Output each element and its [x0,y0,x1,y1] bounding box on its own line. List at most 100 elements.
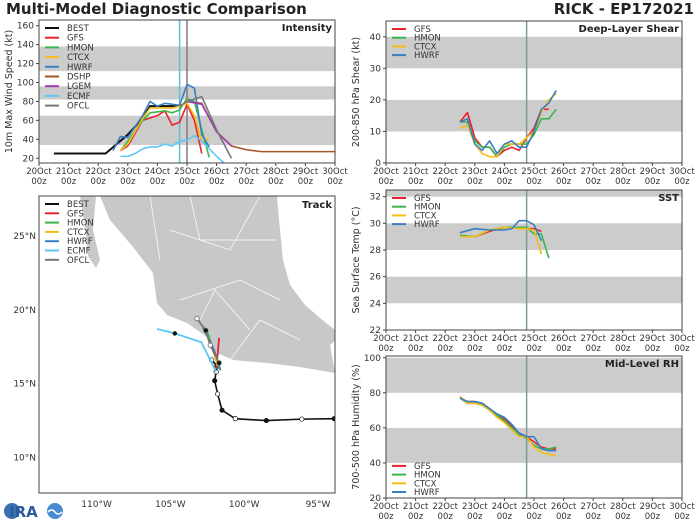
x-tick-label: 24Oct [145,167,171,177]
legend-label: HMON [67,219,94,229]
x-tick-label: 20Oct [26,167,52,177]
x-tick-label: 00z [526,344,542,354]
panel-shear: 01020304020Oct00z21Oct00z22Oct00z23Oct00… [351,20,695,187]
x-tick-label: 20Oct [373,334,399,344]
x-tick-label: 00z [408,344,424,354]
legend-label: OFCL [67,256,90,266]
y-tick-label: 160 [17,22,34,32]
x-tick-label: 00z [378,177,394,187]
x-tick-label: 00z [674,512,690,522]
x-tick-label: 29Oct [640,334,666,344]
y-tick-label: 10 [370,127,382,137]
x-tick-label: 00z [526,177,542,187]
shaded-band [386,223,682,250]
x-tick-label: 25Oct [521,334,547,344]
track-point [207,342,213,348]
x-tick-label: 00z [239,177,255,187]
x-tick-label: 23Oct [462,502,488,512]
legend-label: HWRF [67,237,93,247]
cira-logo: IRA [4,503,63,521]
x-tick-label: 00z [586,344,602,354]
x-tick-label: 00z [556,177,572,187]
x-tick-label: 23Oct [115,167,141,177]
x-tick-label: 00z [645,177,661,187]
logo-globe-icon [4,503,20,519]
x-tick-label: 00z [150,177,166,187]
legend-label: DSHP [67,73,90,83]
x-tick-label: 00z [327,177,343,187]
y-tick-label: 30 [370,219,382,229]
series-line-hwrf [459,90,557,155]
track-point [203,327,209,334]
x-tick-label: 22Oct [432,502,458,512]
y-axis-label: 700-500 hPa Humidity (%) [351,364,362,489]
x-tick-label: 22Oct [432,167,458,177]
series-line-ctcx [459,395,557,457]
series-line-hwrf [459,397,557,452]
legend-label: GFS [414,194,431,204]
x-tick-label: 00z [467,344,483,354]
x-tick-label: 21Oct [403,167,429,177]
x-tick-label: 27Oct [580,167,606,177]
map-layer [80,196,335,424]
storm-title: RICK - EP172021 [553,0,694,18]
legend-label: CTCX [414,479,437,489]
panel-title: Intensity [282,23,333,34]
map-frame [38,195,336,494]
x-tick-label: 25Oct [174,167,200,177]
lon-tick-label: 105°W [155,500,186,510]
legend-label: OFCL [67,102,90,112]
legend-label: HMON [414,34,441,44]
x-tick-label: 00z [268,177,284,187]
y-tick-label: 24 [370,299,382,309]
series-line-ofcl [179,95,233,159]
shaded-band [386,357,682,393]
lat-tick-label: 10°N [13,454,36,464]
x-tick-label: 30Oct [322,167,348,177]
track-line-ecmf [156,328,217,373]
x-tick-label: 00z [586,512,602,522]
shaded-band [386,36,682,69]
panel-title: Deep-Layer Shear [579,24,680,35]
x-tick-label: 24Oct [492,167,518,177]
state-borders [149,196,301,361]
logo-text: IRA [9,503,38,521]
x-tick-label: 00z [438,344,454,354]
x-tick-label: 00z [497,177,513,187]
panel-title: SST [658,193,679,204]
x-tick-label: 00z [91,177,107,187]
x-tick-label: 27Oct [580,334,606,344]
x-tick-label: 22Oct [432,334,458,344]
track-point [331,416,335,422]
x-tick-label: 00z [467,512,483,522]
x-tick-label: 00z [586,177,602,187]
x-tick-label: 28Oct [263,167,289,177]
y-tick-label: 40 [370,33,382,43]
legend-label: HMON [67,43,94,53]
y-tick-label: 40 [23,135,35,145]
legend-label: LGEM [67,82,91,92]
x-tick-label: 28Oct [610,334,636,344]
lon-tick-label: 100°W [229,500,260,510]
x-tick-label: 00z [179,177,195,187]
y-tick-label: 80 [23,97,35,107]
y-tick-label: 32 [370,193,381,203]
y-tick-label: 80 [370,389,382,399]
track-point [232,416,238,422]
legend-label: CTCX [414,211,437,221]
x-tick-label: 00z [674,344,690,354]
legend-label: HMON [414,471,441,481]
x-tick-label: 00z [378,344,394,354]
legend-label: GFS [67,34,84,44]
x-tick-label: 00z [61,177,77,187]
y-tick-label: 20 [23,154,35,164]
track-point [215,391,221,397]
x-tick-label: 29Oct [640,502,666,512]
x-tick-label: 26Oct [204,167,230,177]
track-point [172,331,178,336]
x-tick-label: 26Oct [551,334,577,344]
lat-tick-label: 20°N [13,306,36,316]
x-tick-label: 24Oct [492,502,518,512]
panel-title: Mid-Level RH [605,359,679,370]
